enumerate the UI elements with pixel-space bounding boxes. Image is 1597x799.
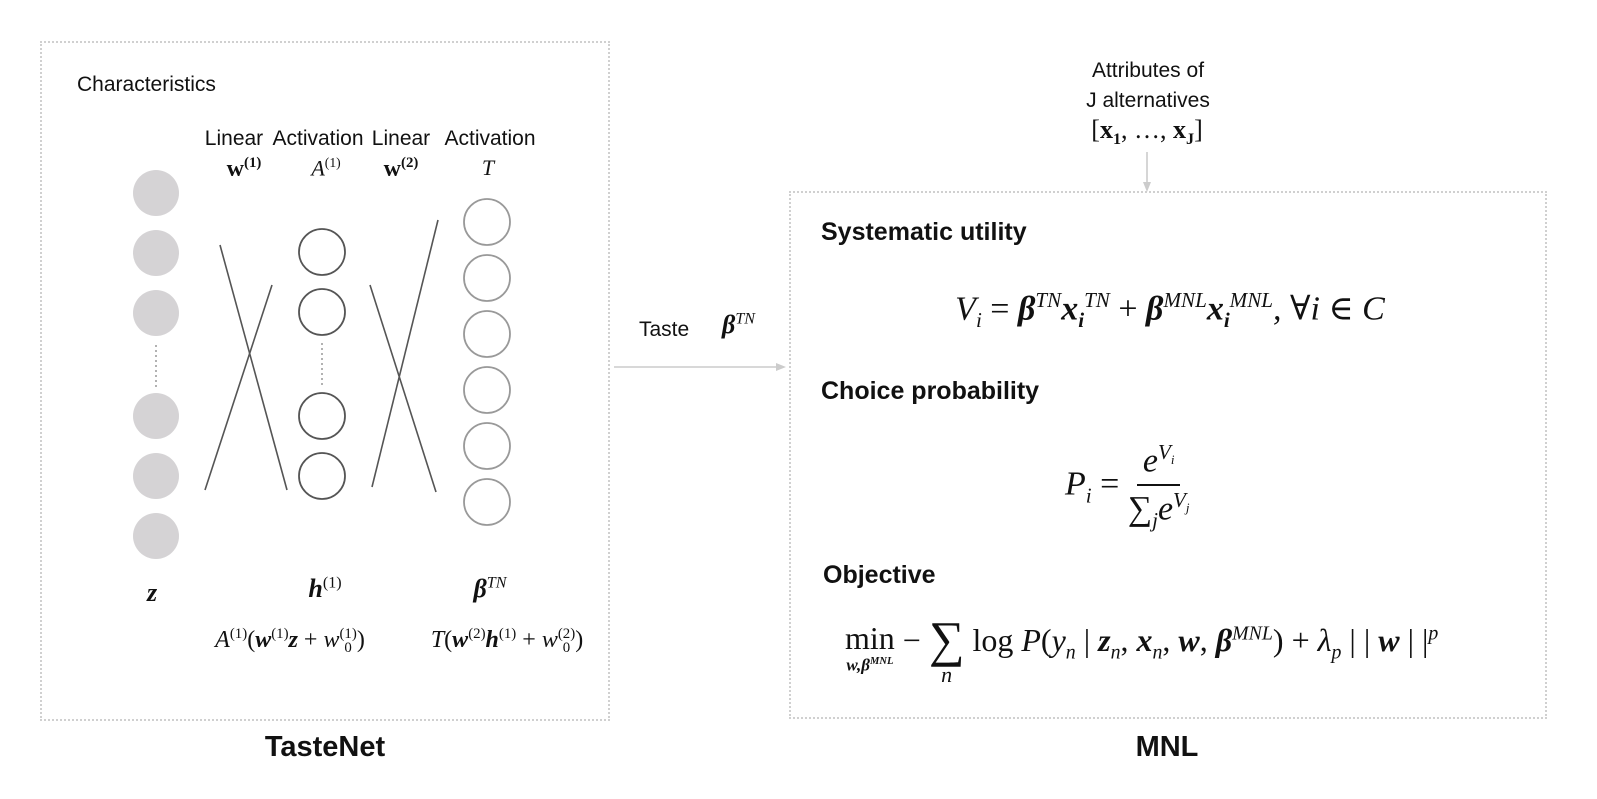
hidden-node [298,452,346,500]
attributes-vector: [x1, …, xJ] [1091,115,1203,149]
output-label: βTN [473,574,507,603]
output-node [463,366,511,414]
input-node [133,290,179,336]
input-node [133,513,179,559]
hidden-node [298,392,346,440]
layer-type-label: Activation [272,127,364,150]
input-node [133,170,179,216]
hidden-node [298,288,346,336]
input-node [133,393,179,439]
output-node [463,422,511,470]
attributes-label-line2: J alternatives [1086,89,1210,112]
layer-type-label: Linear [371,127,431,150]
layer-symbol: w(1) [226,155,262,182]
characteristics-label: Characteristics [77,73,216,96]
systematic-utility-heading: Systematic utility [821,218,1027,246]
input-label: z [146,578,158,607]
output-node [463,310,511,358]
mnl-box [789,191,1547,719]
output-formula: T(w(2)h(1) + w (2) 0) [430,625,584,657]
objective-equation: min w,βMNL − ∑ n log P(yn | zn, xn, w, βMN… [845,611,1439,687]
output-node [463,478,511,526]
taste-symbol: βTN [722,310,756,339]
tastenet-title: TasteNet [264,731,386,763]
layer-symbol: w(2) [383,155,419,182]
layer-symbol: A(1) [311,155,341,181]
input-node [133,230,179,276]
taste-label: Taste [639,318,690,341]
mnl-title: MNL [1135,731,1199,763]
weight-connector-1b [204,284,273,491]
hidden-label: h(1) [308,574,342,603]
tastenet-box [40,41,610,721]
layer-type-label: Activation [444,127,536,150]
choice-probability-heading: Choice probability [821,377,1040,405]
objective-heading: Objective [823,561,936,589]
weight-connector-2b [371,219,439,488]
utility-equation: Vi = βTNxiTN + βMNLxiMNL, ∀i ∈ C [955,288,1385,333]
output-node [463,254,511,302]
taste-arrow [614,363,786,371]
layer-symbol: T [481,155,495,180]
attributes-arrow [1143,152,1151,192]
weight-connector-2a [369,284,437,493]
probability-equation: Pi = eVi ∑jeVj [1065,440,1190,533]
weight-connector-1a [219,244,288,491]
layer-type-label: Linear [204,127,264,150]
input-node [133,453,179,499]
attributes-label-line1: Attributes of [1091,59,1205,82]
output-node [463,198,511,246]
hidden-formula: A(1)(w(1)z + w (1) 0) [215,625,365,657]
hidden-node [298,228,346,276]
